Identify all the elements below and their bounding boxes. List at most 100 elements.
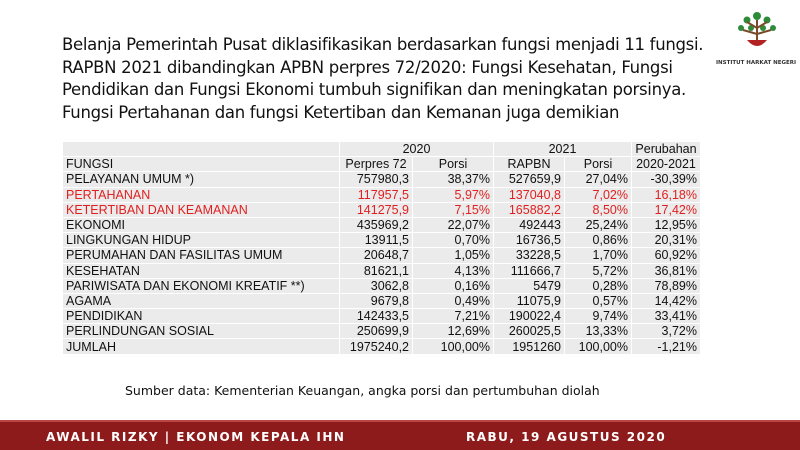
cell: 60,92%: [631, 247, 701, 264]
cell: 492443: [493, 216, 565, 234]
group-header-row: 2020 2021 Perubahan: [62, 140, 701, 158]
cell: 111666,7: [493, 262, 565, 279]
cell: 13911,5: [339, 232, 413, 249]
footer-right: RABU, 19 AGUSTUS 2020: [466, 430, 667, 444]
cell: 527659,9: [493, 171, 565, 188]
cell: 14,42%: [631, 292, 701, 310]
cell: LINGKUNGAN HIDUP: [62, 232, 340, 249]
cell: 9,74%: [564, 308, 632, 325]
cell: KETERTIBAN DAN KEAMANAN: [62, 201, 340, 218]
paragraph-line: Fungsi Pertahanan dan fungsi Ketertiban …: [62, 102, 620, 122]
cell: [62, 140, 340, 158]
cell: 1,05%: [412, 247, 494, 264]
table-row: KETERTIBAN DAN KEAMANAN 141275,9 7,15% 1658…: [62, 201, 701, 218]
cell: 100,00%: [412, 338, 494, 355]
cell: KESEHATAN: [62, 262, 340, 279]
cell: 9679,8: [339, 292, 413, 310]
cell: 11075,9: [493, 292, 565, 310]
table-row: PELAYANAN UMUM *) 757980,3 38,37% 527659,9 2…: [62, 171, 701, 188]
cell: 0,49%: [412, 292, 494, 310]
column-header: Perpres 72: [339, 156, 413, 173]
table-row: JUMLAH 1975240,2 100,00% 1951260 100,00% -1,2…: [62, 338, 701, 355]
table-row: PERTAHANAN 117957,5 5,97% 137040,8 7,02% 16,1…: [62, 186, 701, 203]
cell: PENDIDIKAN: [62, 308, 340, 325]
header-row: FUNGSI Perpres 72 Porsi RAPBN Porsi 2020-2021: [62, 156, 701, 173]
cell: 78,89%: [631, 277, 701, 294]
cell: 16736,5: [493, 232, 565, 249]
footer: AWALIL RIZKY | EKONOM KEPALA IHN RABU, 1…: [0, 420, 800, 450]
cell: 260025,5: [493, 323, 565, 340]
data-table: 2020 2021 Perubahan FUNGSI Perpres 72 Porsi RA…: [62, 140, 701, 355]
cell: 250699,9: [339, 323, 413, 340]
footer-left: AWALIL RIZKY | EKONOM KEPALA IHN: [46, 430, 346, 444]
table-row: AGAMA 9679,8 0,49% 11075,9 0,57% 14,42%: [62, 292, 701, 310]
cell: 7,21%: [412, 308, 494, 325]
table-row: LINGKUNGAN HIDUP 13911,5 0,70% 16736,5 0,86%…: [62, 232, 701, 249]
cell: 33228,5: [493, 247, 565, 264]
cell: 0,28%: [564, 277, 632, 294]
table-row: PERUMAHAN DAN FASILITAS UMUM 20648,7 1,05%…: [62, 247, 701, 264]
cell: 36,81%: [631, 262, 701, 279]
group-header: Perubahan: [631, 140, 701, 158]
cell: 22,07%: [412, 216, 494, 234]
cell: 190022,4: [493, 308, 565, 325]
cell: 3,72%: [631, 323, 701, 340]
logo-text: INSTITUT HARKAT NEGERI: [716, 60, 797, 66]
column-header: Porsi: [412, 156, 494, 173]
cell: 5,72%: [564, 262, 632, 279]
table-row: EKONOMI 435969,2 22,07% 492443 25,24% 12,95%: [62, 216, 701, 234]
cell: 7,15%: [412, 201, 494, 218]
cell: 5,97%: [412, 186, 494, 203]
paragraph-line: RAPBN 2021 dibandingkan APBN perpres 72/…: [62, 57, 673, 77]
table-row: KESEHATAN 81621,1 4,13% 111666,7 5,72% 36,81%: [62, 262, 701, 279]
cell: 25,24%: [564, 216, 632, 234]
cell: 5479: [493, 277, 565, 294]
cell: 20,31%: [631, 232, 701, 249]
cell: PELAYANAN UMUM *): [62, 171, 340, 188]
cell: 17,42%: [631, 201, 701, 218]
cell: 757980,3: [339, 171, 413, 188]
paragraph-line: Belanja Pemerintah Pusat diklasifikasika…: [62, 35, 704, 54]
column-header: RAPBN: [493, 156, 565, 173]
cell: 33,41%: [631, 308, 701, 325]
paragraph-line: Pendidikan dan Fungsi Ekonomi tumbuh sig…: [62, 80, 686, 99]
cell: 3062,8: [339, 277, 413, 294]
cell: 117957,5: [339, 186, 413, 203]
cell: 0,70%: [412, 232, 494, 249]
cell: EKONOMI: [62, 216, 340, 234]
cell: 4,13%: [412, 262, 494, 279]
cell: 1,70%: [564, 247, 632, 264]
cell: PERUMAHAN DAN FASILITAS UMUM: [62, 247, 340, 264]
cell: PERLINDUNGAN SOSIAL: [62, 323, 340, 340]
cell: 12,69%: [412, 323, 494, 340]
cell: -1,21%: [631, 338, 701, 355]
cell: 27,04%: [564, 171, 632, 188]
cell: 12,95%: [631, 216, 701, 234]
cell: 142433,5: [339, 308, 413, 325]
cell: 7,02%: [564, 186, 632, 203]
cell: 8,50%: [564, 201, 632, 218]
cell: 100,00%: [564, 338, 632, 355]
group-header: 2020: [339, 140, 494, 158]
paragraph: Belanja Pemerintah Pusat diklasifikasika…: [62, 34, 704, 124]
cell: 141275,9: [339, 201, 413, 218]
cell: PERTAHANAN: [62, 186, 340, 203]
cell: 1975240,2: [339, 338, 413, 355]
cell: JUMLAH: [62, 338, 340, 355]
cell: 16,18%: [631, 186, 701, 203]
column-header: 2020-2021: [631, 156, 701, 173]
group-header: 2021: [493, 140, 632, 158]
cell: PARIWISATA DAN EKONOMI KREATIF **): [62, 277, 340, 294]
cell: 0,86%: [564, 232, 632, 249]
cell: 20648,7: [339, 247, 413, 264]
cell: 0,57%: [564, 292, 632, 310]
cell: 13,33%: [564, 323, 632, 340]
cell: 0,16%: [412, 277, 494, 294]
cell: 81621,1: [339, 262, 413, 279]
table-row: PARIWISATA DAN EKONOMI KREATIF **) 3062,8…: [62, 277, 701, 294]
source-note: Sumber data: Kementerian Keuangan, angka…: [125, 383, 600, 398]
cell: 137040,8: [493, 186, 565, 203]
cell: 165882,2: [493, 201, 565, 218]
table-row: PENDIDIKAN 142433,5 7,21% 190022,4 9,74% 33,4…: [62, 308, 701, 325]
